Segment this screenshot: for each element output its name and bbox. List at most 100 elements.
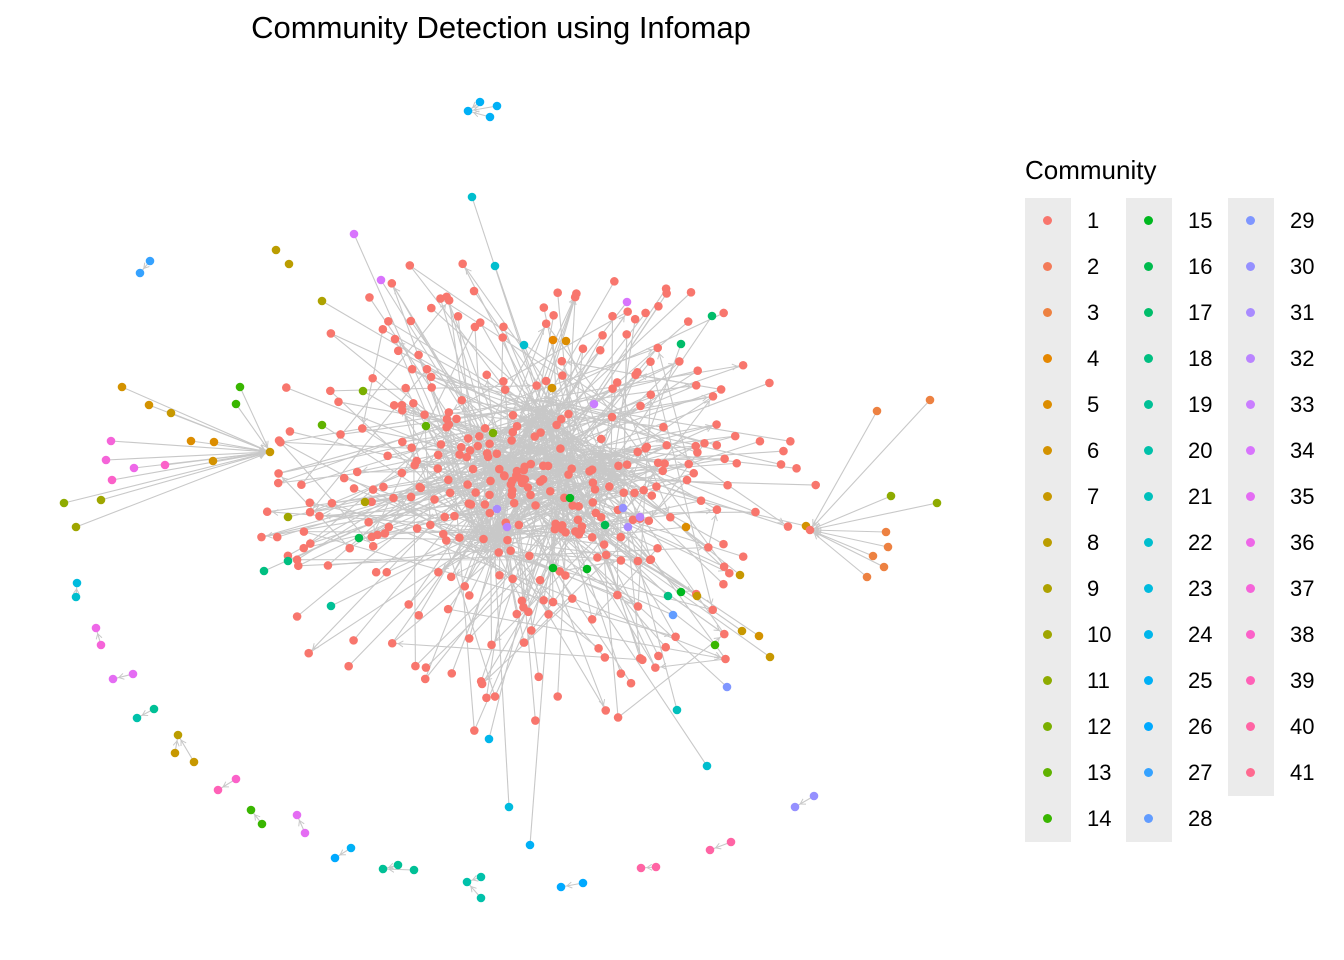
edge — [419, 486, 513, 492]
node — [378, 864, 388, 874]
edge-arrowhead — [95, 632, 103, 640]
node — [376, 275, 386, 285]
node — [683, 317, 693, 326]
edge — [494, 265, 561, 456]
node — [638, 655, 647, 665]
node — [661, 642, 671, 652]
node — [447, 669, 457, 678]
node — [368, 373, 377, 383]
edge-arrowhead — [493, 473, 501, 480]
node — [636, 401, 645, 411]
node — [440, 512, 450, 522]
node — [616, 556, 626, 565]
node — [692, 591, 702, 601]
node — [282, 383, 291, 392]
edge — [809, 529, 885, 568]
node — [421, 421, 431, 431]
node — [145, 256, 155, 266]
node — [719, 629, 729, 639]
edge — [522, 460, 569, 608]
node — [149, 704, 159, 714]
legend-item: 2 — [1025, 244, 1135, 290]
node — [556, 882, 566, 892]
edge-arrowhead — [660, 662, 667, 670]
node — [389, 400, 399, 410]
node — [292, 810, 302, 820]
node — [636, 863, 646, 873]
node — [681, 522, 691, 532]
legend-item: 15 — [1126, 198, 1236, 244]
edge — [534, 420, 756, 513]
node — [274, 436, 284, 445]
node — [414, 350, 423, 360]
legend-label: 37 — [1290, 576, 1315, 601]
node — [639, 485, 648, 495]
node — [379, 482, 388, 492]
edge — [409, 265, 552, 450]
node — [96, 640, 106, 650]
node — [571, 527, 580, 536]
node — [567, 464, 577, 473]
legend-label: 7 — [1087, 484, 1100, 509]
node — [719, 308, 728, 318]
edge-arrowhead — [628, 467, 636, 475]
edge — [609, 539, 669, 597]
edge — [531, 281, 615, 424]
edge-arrowhead — [608, 477, 615, 484]
node — [593, 553, 602, 562]
legend-key-background — [1025, 198, 1071, 842]
edge — [467, 105, 498, 112]
node — [495, 570, 504, 580]
node — [414, 611, 424, 620]
node — [262, 507, 272, 517]
node — [405, 261, 415, 270]
node — [409, 865, 419, 875]
node — [668, 610, 678, 620]
edge — [300, 299, 450, 486]
legend-label: 16 — [1188, 254, 1213, 279]
node — [573, 515, 583, 525]
edge — [489, 469, 510, 808]
node — [274, 469, 283, 478]
node — [541, 319, 551, 328]
edge-arrowhead — [222, 781, 229, 788]
legend-label: 24 — [1188, 622, 1213, 647]
node — [607, 412, 617, 422]
node — [548, 563, 558, 573]
legend-item: 13 — [1025, 750, 1135, 796]
node — [71, 592, 81, 602]
node — [482, 448, 492, 458]
edge — [471, 196, 561, 466]
node — [499, 322, 508, 332]
edge — [616, 509, 619, 596]
legend-swatch — [1246, 676, 1255, 685]
legend-item: 12 — [1025, 704, 1135, 750]
node — [457, 395, 467, 405]
edge — [489, 469, 716, 646]
node — [345, 543, 355, 553]
node — [663, 591, 673, 601]
node — [587, 532, 597, 542]
node — [387, 279, 397, 288]
edge-arrowhead — [571, 459, 579, 466]
edge-arrowhead — [646, 863, 653, 871]
edge — [499, 463, 665, 534]
node — [344, 661, 353, 671]
node — [517, 596, 527, 606]
edge-arrowhead — [655, 436, 663, 443]
node — [464, 634, 474, 643]
legend-label: 12 — [1087, 714, 1112, 739]
node — [544, 609, 553, 619]
legend-item: 7 — [1025, 474, 1135, 520]
node — [738, 360, 748, 370]
edge-layer — [63, 101, 938, 899]
node — [485, 490, 494, 500]
node — [755, 436, 765, 446]
edge — [635, 374, 722, 390]
legend-swatch — [1144, 354, 1153, 363]
legend-item: 19 — [1126, 382, 1236, 428]
node — [285, 427, 295, 436]
legend-swatch — [1144, 722, 1153, 731]
node — [719, 562, 729, 572]
node — [476, 893, 486, 903]
